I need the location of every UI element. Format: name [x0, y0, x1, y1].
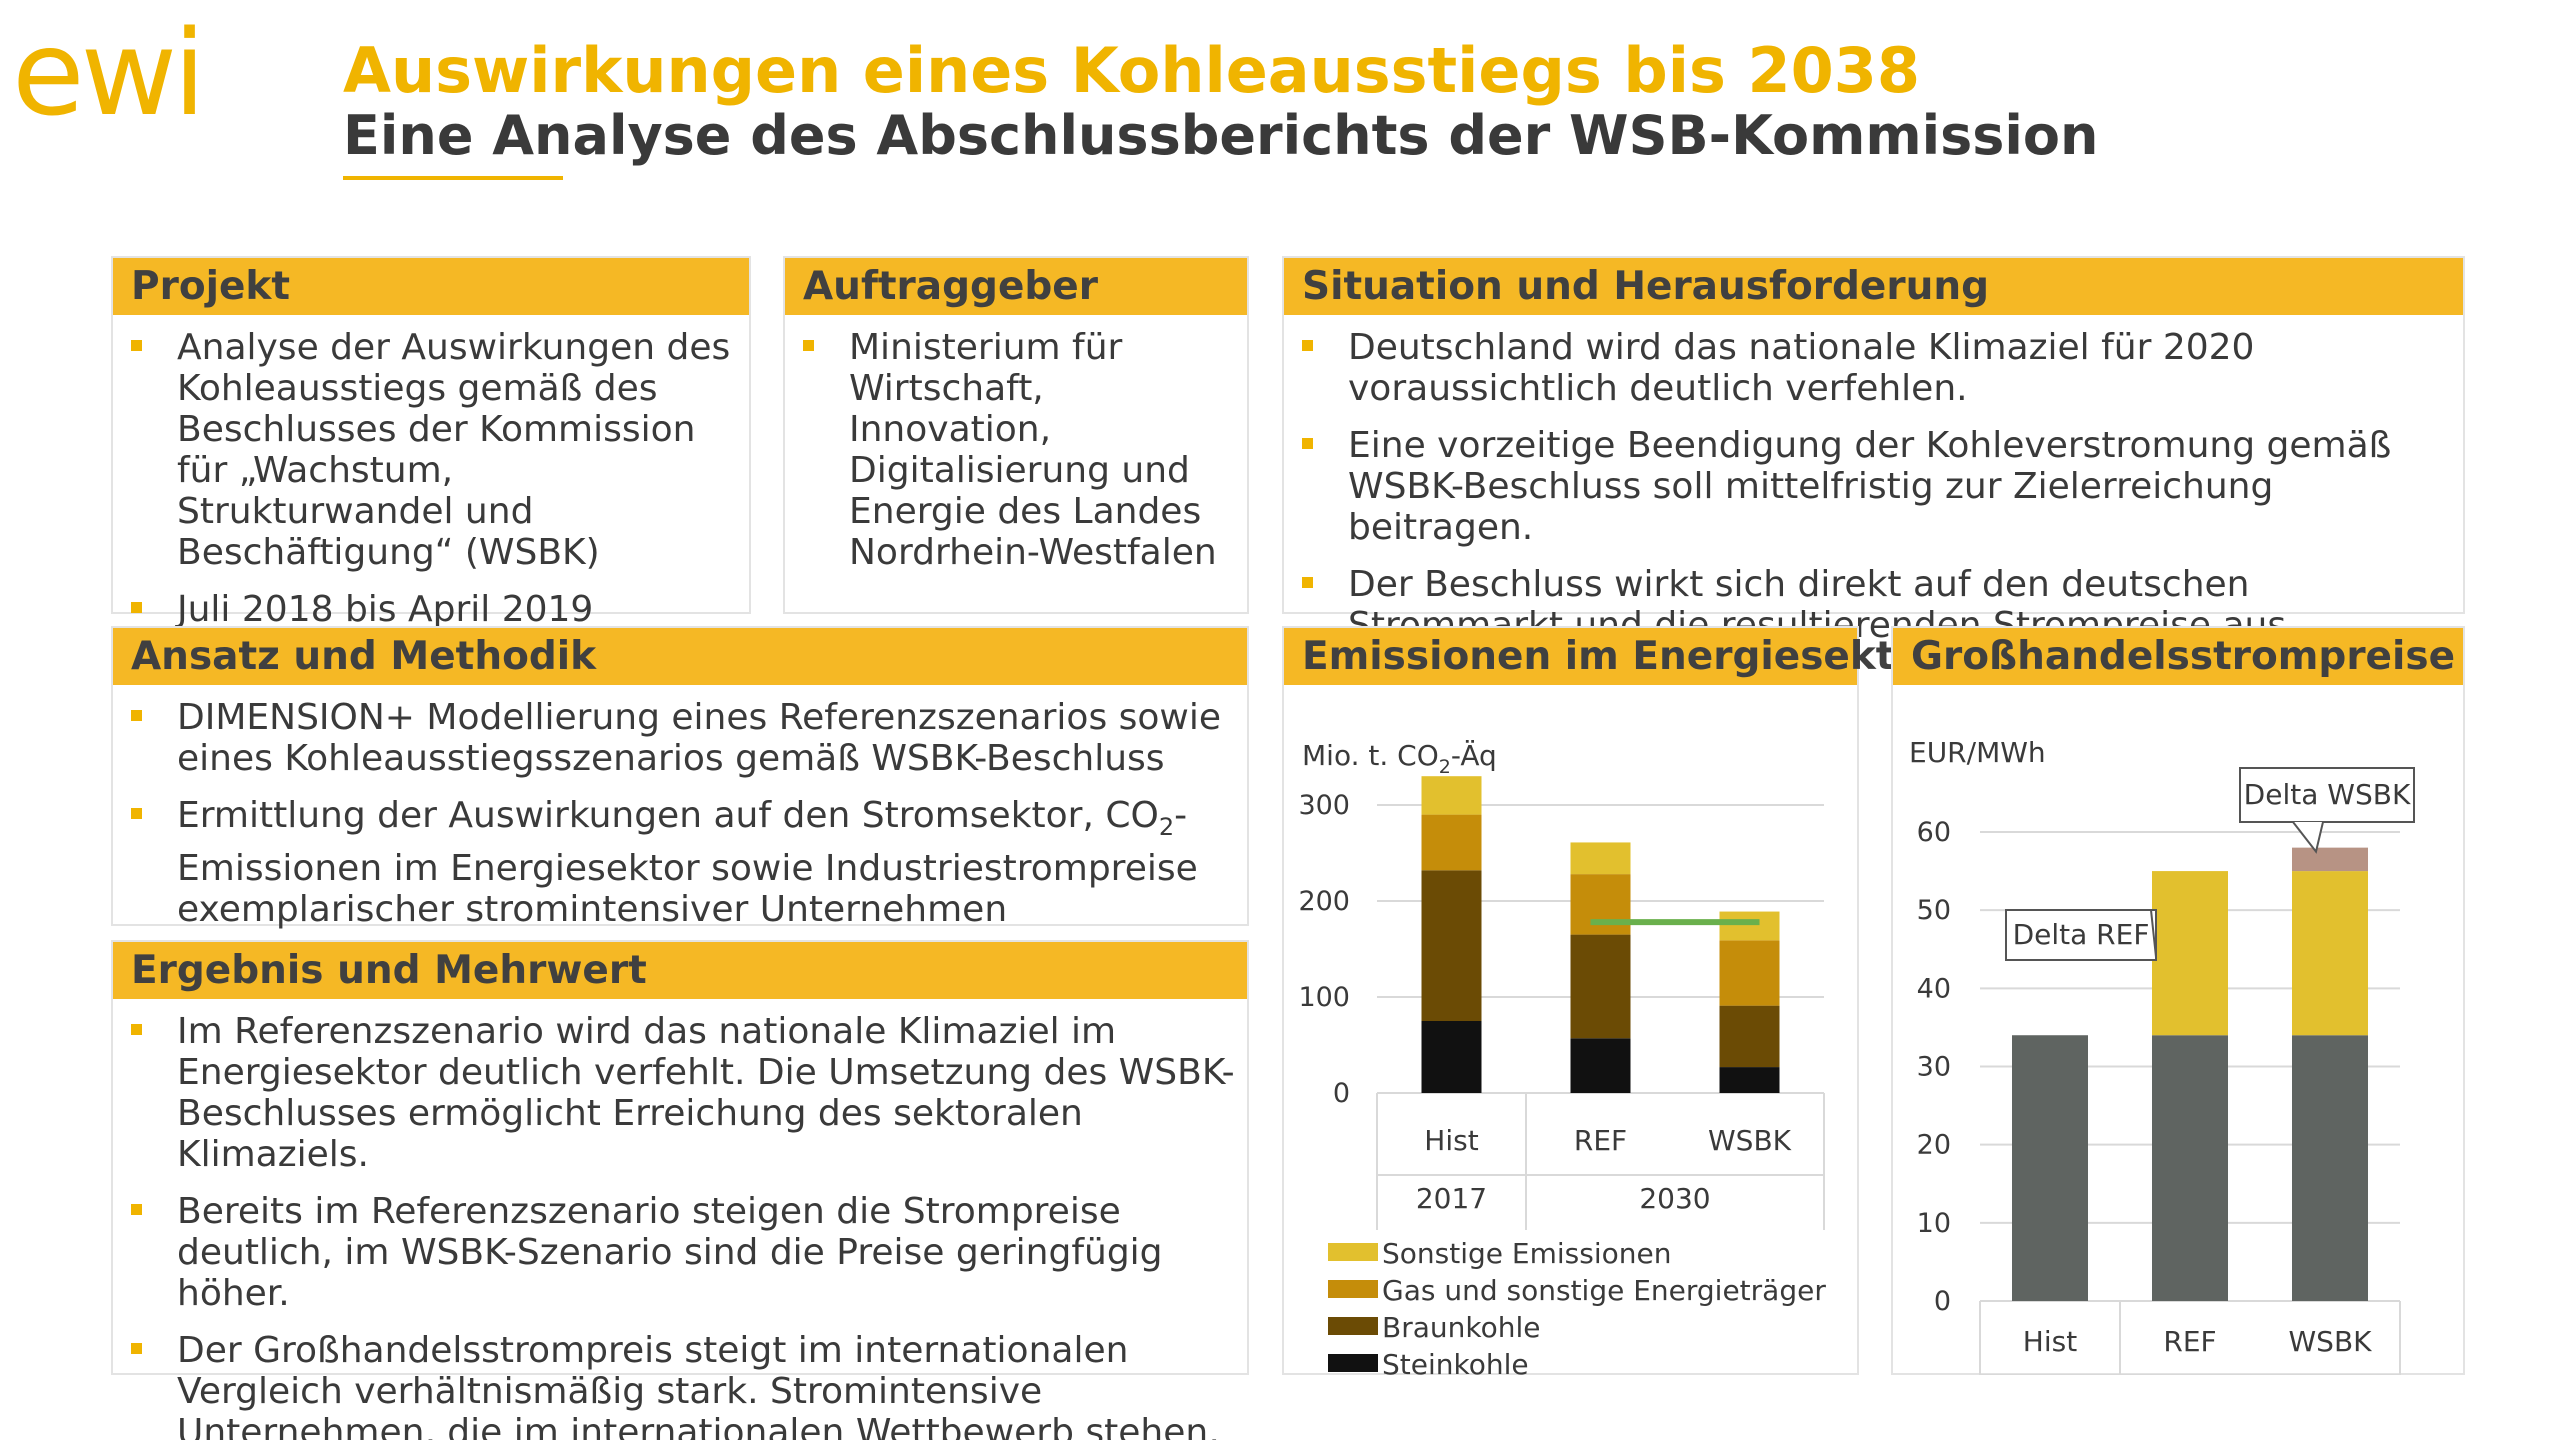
bar-segment-braunkohle [1570, 934, 1631, 1039]
callout-label-delta-wsbk: Delta WSBK [2244, 778, 2411, 811]
auftraggeber-bullet: Ministerium für Wirtschaft, Innovation, … [803, 327, 1239, 573]
bar-segment [2292, 1035, 2368, 1301]
bar-segment [2292, 847, 2368, 872]
prices-chart: EUR/MWh0102030405060HistREFWSBK20172030D… [1909, 736, 2415, 1375]
x-group-label: 2030 [1639, 1182, 1710, 1215]
ergebnis-bullets: Im Referenzszenario wird das nationale K… [113, 999, 1247, 1440]
legend-swatch-braunkohle [1328, 1317, 1378, 1335]
prices-panel: Großhandelsstrompreise EUR/MWh 0 10 20 30 40 5… [1891, 626, 2465, 1375]
projekt-bullets: Analyse der Auswirkungen des Kohleaussti… [113, 315, 749, 630]
ergebnis-heading: Ergebnis und Mehrwert [113, 942, 1247, 999]
y-tick-label: 20 [1917, 1130, 1951, 1161]
legend-label: Steinkohle [1382, 1348, 1529, 1375]
x-tick-label: REF [1574, 1124, 1627, 1157]
bar-segment [2152, 1035, 2228, 1301]
bar-segment-braunkohle [1719, 1005, 1780, 1068]
ansatz-panel: Ansatz und Methodik DIMENSION+ Modellier… [111, 626, 1249, 930]
y-tick-label: 40 [1917, 973, 1951, 1004]
y-tick-label: 200 [1298, 886, 1350, 917]
y-tick-label: 0 [1333, 1078, 1350, 1109]
projekt-bullet: Juli 2018 bis April 2019 [131, 589, 741, 630]
bar-segment-steinkohle [1570, 1038, 1631, 1093]
situation-bullet: Deutschland wird das nationale Klimaziel… [1302, 327, 2455, 409]
legend-label: Braunkohle [1382, 1311, 1540, 1344]
legend-swatch-sonstige-emissionen [1328, 1243, 1378, 1261]
ansatz-bullets: DIMENSION+ Modellierung eines Referenzsz… [113, 685, 1247, 930]
ansatz-heading: Ansatz und Methodik [113, 628, 1247, 685]
ansatz-bullet-text: Ermittlung der Auswirkungen auf den Stro… [177, 795, 1159, 836]
bar-segment [2292, 871, 2368, 1036]
emissions-panel: Emissionen im Energiesektor Mio. t. CO2-… [1282, 626, 1940, 1375]
bar-segment-gas-und-sonstige-energieträger [1570, 874, 1631, 935]
situation-heading: Situation und Herausforderung [1284, 258, 2463, 315]
x-group-label: 2017 [1416, 1182, 1487, 1215]
y-tick-label: 300 [1298, 790, 1350, 821]
ansatz-bullet: Ermittlung der Auswirkungen auf den Stro… [131, 795, 1239, 930]
bar-segment-gas-und-sonstige-energieträger [1719, 940, 1780, 1006]
y-tick-label: 60 [1917, 817, 1951, 848]
projekt-bullet: Analyse der Auswirkungen des Kohleaussti… [131, 327, 741, 573]
auftraggeber-panel: Auftraggeber Ministerium für Wirtschaft,… [783, 256, 1249, 614]
bar-segment-sonstige-emissionen [1719, 911, 1780, 941]
x-tick-label: WSBK [2288, 1325, 2372, 1358]
callout-box-delta-ref [2005, 909, 2157, 961]
bar-segment-gas-und-sonstige-energieträger [1421, 814, 1482, 871]
callout-pointer-delta-ref [2133, 909, 2157, 958]
bar-segment-sonstige-emissionen [1570, 842, 1631, 875]
y-tick-label: 0 [1934, 1286, 1951, 1317]
y-axis-label: Mio. t. CO2-Äq [1302, 739, 1497, 778]
bar-segment-steinkohle [1421, 1021, 1482, 1093]
projekt-heading: Projekt [113, 258, 749, 315]
y-tick-label: 100 [1298, 982, 1350, 1013]
page-subtitle: Eine Analyse des Abschlussberichts der W… [343, 104, 2099, 167]
ergebnis-bullet: Der Großhandelsstrompreis steigt im inte… [131, 1330, 1239, 1440]
callout-box-delta-wsbk [2239, 767, 2415, 823]
projekt-panel: Projekt Analyse der Auswirkungen des Koh… [111, 256, 751, 630]
prices-heading: Großhandelsstrompreise [1893, 628, 2463, 685]
emissions-heading: Emissionen im Energiesektor [1284, 628, 1940, 685]
situation-bullets: Deutschland wird das nationale Klimaziel… [1284, 315, 2463, 646]
x-tick-label: Hist [2023, 1325, 2077, 1358]
bar-segment [2012, 1035, 2088, 1301]
ewi-logo: ewi [12, 4, 206, 142]
ergebnis-bullet: Im Referenzszenario wird das nationale K… [131, 1011, 1239, 1175]
title-underline [343, 176, 563, 180]
callout-pointer-delta-wsbk [2292, 821, 2324, 854]
page-title: Auswirkungen eines Kohleausstiegs bis 20… [343, 34, 1921, 107]
co2-subscript: 2 [1158, 813, 1175, 842]
bar-segment-braunkohle [1421, 870, 1482, 1021]
legend-label: Sonstige Emissionen [1382, 1237, 1671, 1270]
y-tick-label: 50 [1917, 895, 1951, 926]
auftraggeber-heading: Auftraggeber [785, 258, 1247, 315]
auftraggeber-bullets: Ministerium für Wirtschaft, Innovation, … [785, 315, 1247, 573]
ansatz-bullet: DIMENSION+ Modellierung eines Referenzsz… [131, 697, 1239, 779]
x-tick-label: REF [2163, 1325, 2216, 1358]
bar-segment-steinkohle [1719, 1067, 1780, 1093]
x-tick-label: WSBK [1708, 1124, 1792, 1157]
situation-bullet: Eine vorzeitige Beendigung der Kohlevers… [1302, 425, 2455, 548]
bar-segment-sonstige-emissionen [1421, 776, 1482, 815]
callout-label-delta-ref: Delta REF [2013, 918, 2150, 951]
emissions-chart: Mio. t. CO2-Äq 0 100 200 300 Hist REF WSBK 2017 2… [1298, 739, 1826, 1375]
legend-swatch-gas-und-sonstige-energieträger [1328, 1280, 1378, 1298]
legend-label: Gas und sonstige Energieträger [1382, 1274, 1826, 1307]
y-axis-label: EUR/MWh [1909, 736, 2046, 769]
ergebnis-panel: Ergebnis und Mehrwert Im Referenzszenari… [111, 940, 1249, 1440]
ergebnis-bullet: Bereits im Referenzszenario steigen die … [131, 1191, 1239, 1314]
ansatz-bullet-text: -Emissionen im Energiesektor sowie Indus… [177, 795, 1198, 931]
legend-swatch-steinkohle [1328, 1354, 1378, 1372]
x-tick-label: Hist [1424, 1124, 1478, 1157]
situation-panel: Situation und Herausforderung Deutschlan… [1282, 256, 2465, 646]
y-tick-label: 30 [1917, 1052, 1951, 1083]
bar-segment [2152, 871, 2228, 1036]
y-tick-label: 10 [1917, 1208, 1951, 1239]
